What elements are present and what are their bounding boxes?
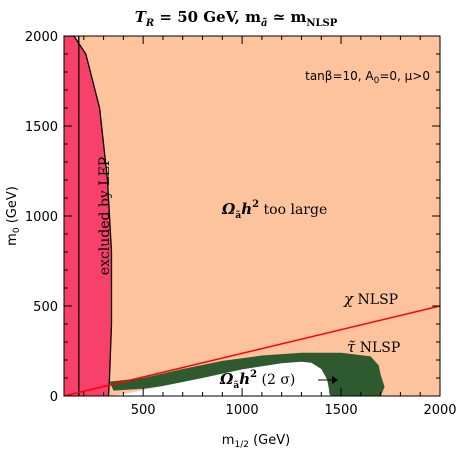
x-tick-label: 1000 (226, 403, 259, 418)
too-large-label: Ωãh2 too large (221, 199, 327, 221)
two-sigma-h: h (239, 370, 250, 388)
lep-boundary (64, 36, 113, 396)
x-axis-label-m: m (222, 433, 235, 448)
two-sigma-sup: 2 (250, 369, 257, 380)
y-tick-label: 1000 (25, 210, 58, 225)
chi-nlsp-boundary-line (64, 305, 440, 396)
ticks-layer: 500 1000 1500 2000 0 500 1000 1500 2000 (25, 30, 457, 418)
region-two-sigma-allowed (113, 361, 330, 396)
region-excluded-by-lep (64, 36, 112, 396)
too-large-h: h (241, 200, 252, 218)
two-sigma-omega: Ω (219, 370, 234, 388)
stau-nlsp-label: τ̃ NLSP (347, 338, 400, 356)
two-sigma-sub: ã (233, 380, 239, 391)
x-axis-label: m1/2 (GeV) (222, 433, 290, 450)
chi-rest: NLSP (353, 292, 398, 308)
chart-title: TR = 50 GeV, mã ≃ mNLSP (135, 8, 338, 29)
too-large-omega: Ω (221, 200, 236, 218)
title-nlsp: NLSP (306, 18, 337, 29)
two-sigma-arrow (318, 376, 338, 384)
y-tick-label: 1500 (25, 120, 58, 135)
title-sim: ≃ m (267, 8, 306, 26)
too-large-sub: ã (235, 210, 241, 221)
boundaries-layer (64, 36, 113, 396)
params-tan: tanβ=10, A (305, 69, 374, 83)
too-large-rest: too large (259, 202, 327, 218)
x-axis-label-unit: (GeV) (249, 433, 290, 448)
x-tick-label: 500 (131, 403, 156, 418)
chi-nlsp-label: χ NLSP (343, 290, 398, 308)
too-large-sup: 2 (252, 199, 259, 210)
x-tick-label: 2000 (423, 403, 456, 418)
title-eq1: = 50 GeV, m (154, 8, 261, 26)
regions-layer (64, 36, 440, 396)
title-t: T (135, 8, 148, 26)
y-axis-label: m0 (GeV) (5, 186, 22, 246)
chi-sym: χ (343, 290, 354, 308)
y-tick-label: 2000 (25, 30, 58, 45)
y-axis-label-sub: 0 (12, 227, 22, 233)
series-layer (64, 305, 440, 396)
two-sigma-label: Ωãh2 (2 σ) (219, 369, 295, 391)
params-rest: =0, μ>0 (379, 69, 430, 83)
stau-rest: NLSP (355, 340, 400, 356)
plot-area (64, 36, 440, 396)
title-atilde: ã (261, 18, 267, 29)
stau-sym: τ̃ (347, 338, 356, 356)
title-r: R (145, 18, 154, 29)
params-sub: 0 (374, 76, 380, 86)
two-sigma-rest: (2 σ) (257, 372, 295, 388)
params-annotation: tanβ=10, A0=0, μ>0 (305, 69, 430, 86)
y-tick-label: 0 (50, 390, 58, 405)
region-too-large (64, 36, 440, 396)
excluded-by-lep-label: excluded by LEP (97, 157, 113, 275)
y-axis-label-unit: (GeV) (5, 186, 20, 227)
x-axis-label-sub: 1/2 (234, 440, 248, 450)
y-axis-label-m: m (5, 233, 20, 246)
x-tick-label: 1500 (325, 403, 358, 418)
two-sigma-arrow-head (332, 376, 338, 384)
y-tick-label: 500 (33, 300, 58, 315)
